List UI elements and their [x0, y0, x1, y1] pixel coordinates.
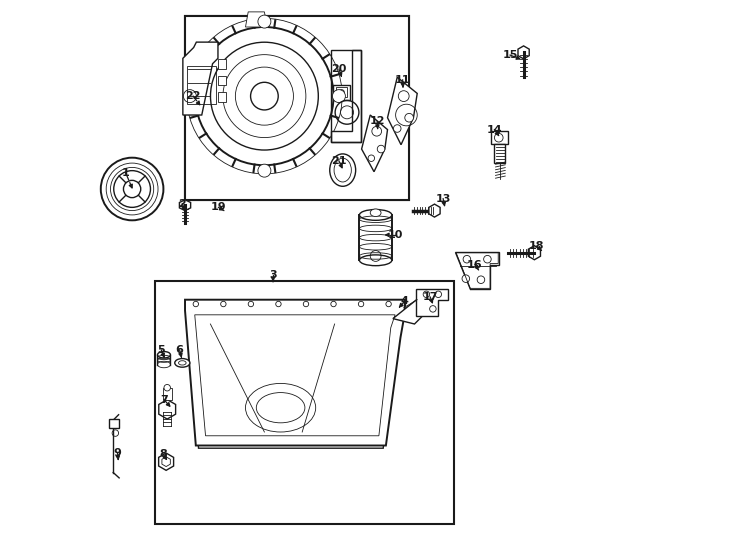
Circle shape [276, 301, 281, 307]
Ellipse shape [360, 255, 392, 266]
Text: 5: 5 [158, 345, 165, 355]
Text: 16: 16 [467, 260, 483, 269]
Text: 8: 8 [159, 449, 167, 458]
Text: 22: 22 [186, 91, 201, 101]
Ellipse shape [360, 210, 392, 220]
Circle shape [462, 275, 470, 282]
Text: 4: 4 [401, 296, 409, 306]
Circle shape [358, 301, 364, 307]
Text: 1: 1 [122, 168, 129, 178]
Ellipse shape [175, 359, 190, 367]
Text: 6: 6 [175, 345, 184, 355]
Text: 21: 21 [331, 156, 346, 166]
Text: 12: 12 [369, 117, 385, 126]
Text: 20: 20 [331, 64, 346, 74]
Text: 2: 2 [178, 199, 186, 208]
Ellipse shape [370, 209, 381, 217]
Bar [218, 92, 226, 102]
Circle shape [386, 301, 391, 307]
Polygon shape [415, 289, 448, 316]
Circle shape [399, 91, 409, 102]
Polygon shape [159, 400, 175, 419]
Circle shape [424, 291, 429, 298]
Text: 14: 14 [487, 125, 502, 134]
Circle shape [258, 15, 271, 28]
Text: 15: 15 [502, 50, 517, 60]
Bar [491, 131, 509, 144]
Polygon shape [518, 46, 529, 59]
Polygon shape [393, 297, 428, 324]
Polygon shape [429, 204, 440, 217]
Circle shape [333, 90, 346, 103]
Circle shape [193, 301, 198, 307]
Text: 10: 10 [388, 230, 403, 240]
Circle shape [221, 301, 226, 307]
Circle shape [331, 301, 336, 307]
Circle shape [258, 164, 271, 177]
Circle shape [429, 306, 436, 312]
Bar [495, 144, 505, 163]
Circle shape [463, 255, 470, 263]
Circle shape [101, 158, 164, 220]
Text: 7: 7 [160, 395, 168, 404]
Polygon shape [183, 42, 218, 115]
Text: 11: 11 [395, 75, 410, 85]
Circle shape [372, 126, 382, 136]
Bar [336, 87, 347, 97]
Bar [163, 388, 172, 400]
Text: 9: 9 [114, 448, 121, 457]
Bar [186, 66, 217, 104]
Polygon shape [331, 50, 360, 142]
Polygon shape [159, 453, 174, 470]
Circle shape [123, 180, 141, 198]
Circle shape [435, 291, 442, 298]
Bar [185, 16, 409, 200]
Polygon shape [388, 77, 417, 145]
Text: 18: 18 [528, 241, 545, 251]
Circle shape [184, 90, 197, 103]
Text: 19: 19 [211, 202, 226, 212]
Circle shape [404, 113, 413, 122]
Circle shape [195, 27, 333, 165]
Circle shape [303, 301, 309, 307]
Circle shape [393, 125, 401, 132]
Circle shape [368, 155, 374, 161]
Bar [109, 419, 119, 428]
Circle shape [484, 255, 491, 263]
Circle shape [164, 384, 170, 391]
Circle shape [248, 301, 254, 307]
Circle shape [114, 171, 150, 207]
Polygon shape [455, 252, 499, 289]
Bar [333, 85, 350, 100]
Text: 17: 17 [423, 292, 438, 302]
Text: 13: 13 [435, 194, 451, 204]
Bar [155, 281, 454, 524]
Ellipse shape [178, 361, 186, 365]
Polygon shape [185, 300, 404, 305]
Bar [218, 76, 226, 85]
Text: 3: 3 [269, 271, 277, 280]
Polygon shape [245, 12, 267, 27]
Circle shape [477, 276, 484, 284]
Polygon shape [185, 300, 404, 446]
Circle shape [377, 145, 385, 153]
Polygon shape [179, 200, 191, 211]
Polygon shape [528, 246, 540, 260]
Ellipse shape [330, 154, 356, 186]
Bar [185, 16, 409, 200]
Bar [218, 59, 226, 69]
Polygon shape [189, 305, 401, 448]
Ellipse shape [158, 352, 170, 358]
Polygon shape [362, 115, 388, 172]
